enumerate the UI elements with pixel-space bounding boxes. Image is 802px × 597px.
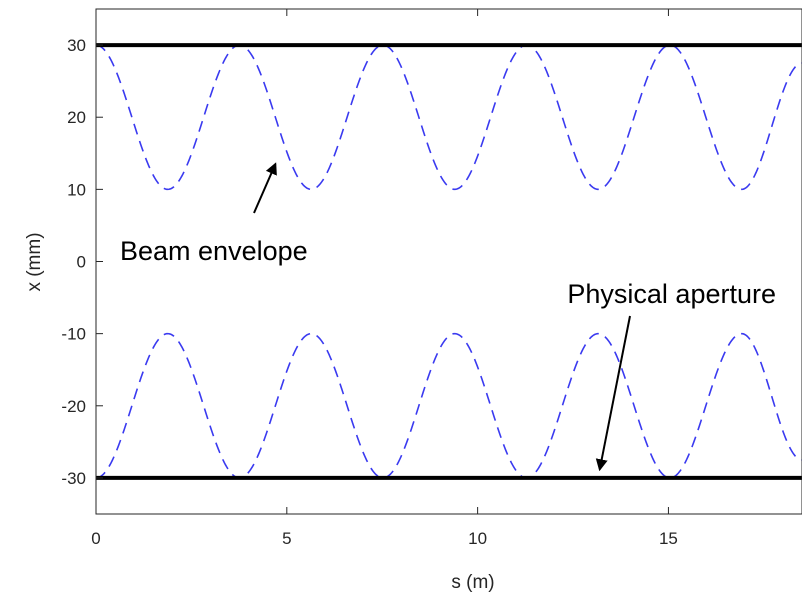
- x-tick-label: 5: [282, 529, 291, 548]
- y-tick-label: -20: [61, 397, 86, 416]
- beam-annotation-arrow: [253, 162, 277, 214]
- y-tick-label: 20: [67, 108, 86, 127]
- y-axis-label: x (mm): [24, 232, 45, 291]
- aperture-annotation-arrow: [595, 315, 631, 472]
- annotation-layer: Beam envelope Physical aperture: [120, 162, 776, 472]
- y-tick-label: -10: [61, 325, 86, 344]
- beam-annotation-label: Beam envelope: [120, 236, 308, 266]
- x-tick-label: 15: [659, 529, 678, 548]
- tick-layer: 0 5 10 15 30 20 10 0 -10 -20 -30: [61, 9, 678, 548]
- x-tick-label: 10: [468, 529, 487, 548]
- envelope-series-0: [95, 44, 802, 191]
- x-tick-label: 0: [91, 529, 100, 548]
- x-axis-label: s (m): [451, 572, 494, 593]
- y-tick-label: -30: [61, 469, 86, 488]
- aperture-annotation-label: Physical aperture: [567, 279, 776, 309]
- y-tick-label: 10: [67, 180, 86, 199]
- series-layer: [95, 43, 802, 480]
- envelope-series-1: [95, 332, 802, 479]
- y-tick-label: 0: [77, 253, 86, 272]
- y-tick-label: 30: [67, 36, 86, 55]
